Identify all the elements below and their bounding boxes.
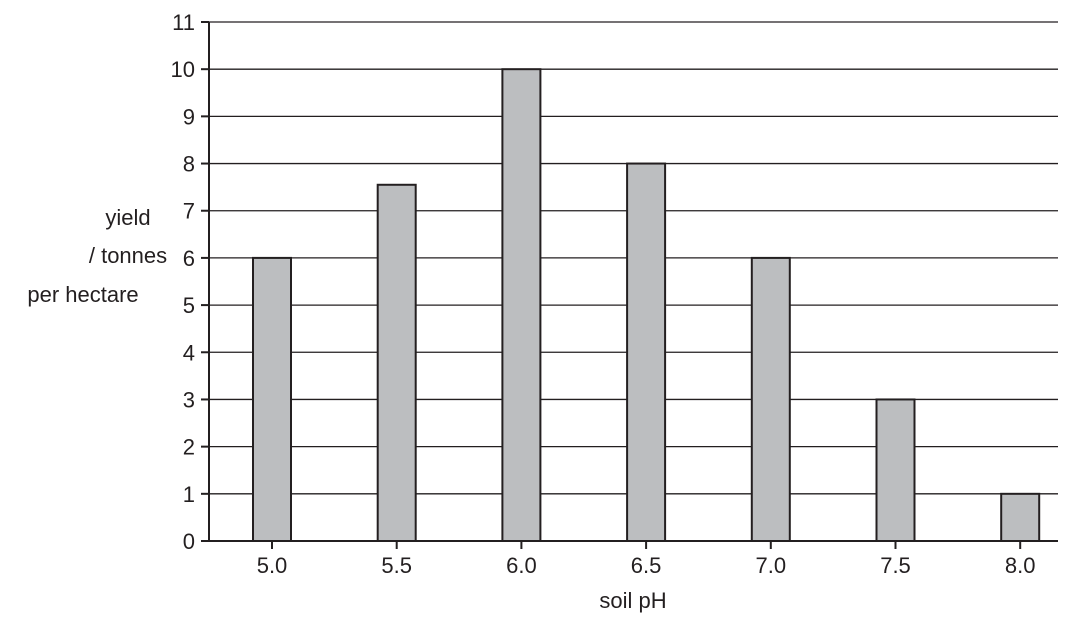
x-tick-label: 6.0 bbox=[506, 553, 537, 578]
y-tick-label: 10 bbox=[171, 57, 195, 82]
bar-5.0 bbox=[252, 256, 292, 542]
x-axis-title: soil pH bbox=[599, 588, 666, 613]
bar-8.0 bbox=[1000, 492, 1041, 542]
y-tick-labels: 0 1 2 3 4 5 6 7 8 9 10 11 bbox=[171, 10, 209, 554]
x-tick-label: 8.0 bbox=[1005, 553, 1036, 578]
bar-6.0 bbox=[501, 68, 542, 542]
y-tick-label: 1 bbox=[183, 482, 195, 507]
y-tick-label: 0 bbox=[183, 529, 195, 554]
y-tick-label: 3 bbox=[183, 387, 195, 412]
y-tick-label: 11 bbox=[172, 10, 195, 35]
bar-5.5 bbox=[376, 183, 417, 542]
bar-7.0 bbox=[750, 256, 791, 542]
x-tick-label: 7.5 bbox=[880, 553, 911, 578]
x-tick-label: 7.0 bbox=[756, 553, 787, 578]
bars bbox=[252, 68, 1041, 543]
y-tick-label: 2 bbox=[183, 435, 195, 460]
x-tick-label: 5.5 bbox=[381, 553, 412, 578]
bar-6.5 bbox=[626, 162, 667, 543]
y-tick-label: 8 bbox=[183, 152, 195, 177]
x-tick-label: 5.0 bbox=[257, 553, 288, 578]
x-tick-labels: 5.0 5.5 6.0 6.5 7.0 7.5 8.0 bbox=[257, 541, 1036, 578]
y-axis-title-line-1: yield bbox=[105, 205, 150, 230]
y-tick-label: 5 bbox=[183, 293, 195, 318]
y-tick-label: 4 bbox=[183, 340, 195, 365]
y-axis-title-line-2: / tonnes bbox=[89, 243, 167, 268]
y-tick-label: 7 bbox=[183, 199, 195, 224]
y-tick-label: 9 bbox=[183, 104, 195, 129]
axes bbox=[208, 22, 1058, 542]
y-tick-label: 6 bbox=[183, 246, 195, 271]
bar-7.5 bbox=[875, 398, 916, 543]
y-axis-title-line-3: per hectare bbox=[27, 282, 138, 307]
x-tick-label: 6.5 bbox=[631, 553, 662, 578]
